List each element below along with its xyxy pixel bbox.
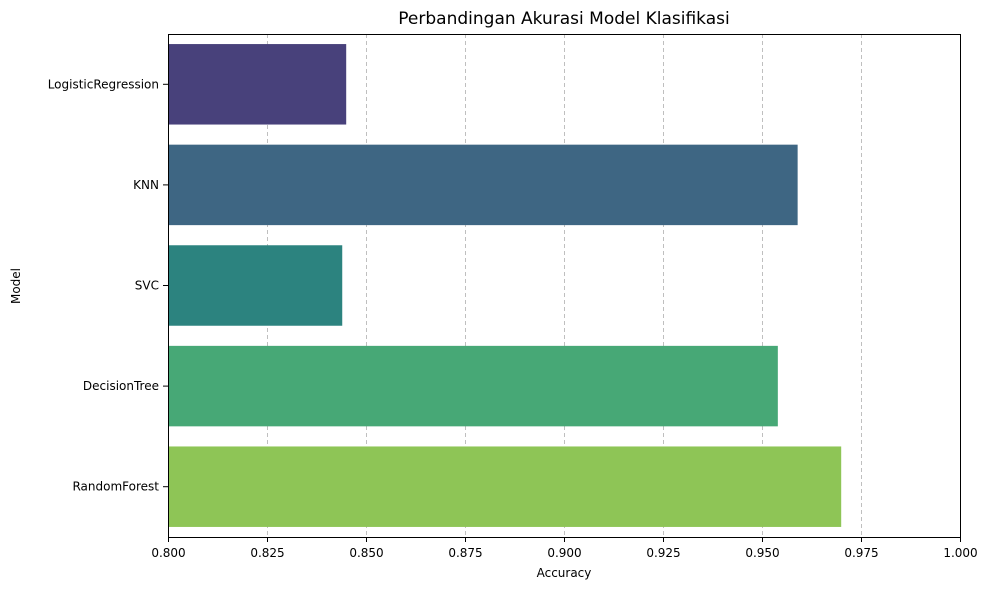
- bar-logisticregression: [168, 44, 347, 125]
- bar-svc: [168, 245, 343, 326]
- y-axis-label: Model: [9, 268, 23, 304]
- x-tick-label: 0.850: [349, 546, 383, 560]
- x-tick-label: 0.800: [151, 546, 185, 560]
- y-tick-label: KNN: [133, 178, 159, 192]
- bar-decisiontree: [168, 345, 778, 427]
- y-tick-label: LogisticRegression: [48, 77, 159, 91]
- x-tick-label: 0.950: [745, 546, 779, 560]
- y-tick-label: DecisionTree: [83, 379, 159, 393]
- x-tick-label: 0.975: [844, 546, 878, 560]
- y-tick-label: SVC: [135, 279, 159, 293]
- x-tick-label: 0.875: [448, 546, 482, 560]
- y-axis-ticks: LogisticRegression KNN SVC DecisionTree Rand…: [48, 77, 168, 494]
- bar-randomforest: [168, 446, 842, 527]
- x-axis-ticks: 0.800 0.825 0.850 0.875 0.900 0.925 0.950 0.975…: [151, 537, 978, 560]
- x-tick-label: 0.825: [250, 546, 284, 560]
- bars: [168, 44, 842, 527]
- y-tick-label: RandomForest: [72, 480, 159, 494]
- x-tick-label: 0.900: [547, 546, 581, 560]
- x-tick-label: 0.925: [646, 546, 680, 560]
- x-axis-label: Accuracy: [537, 566, 592, 580]
- x-tick-label: 1.000: [943, 546, 977, 560]
- chart-title: Perbandingan Akurasi Model Klasifikasi: [398, 9, 729, 29]
- bar-knn: [168, 144, 798, 226]
